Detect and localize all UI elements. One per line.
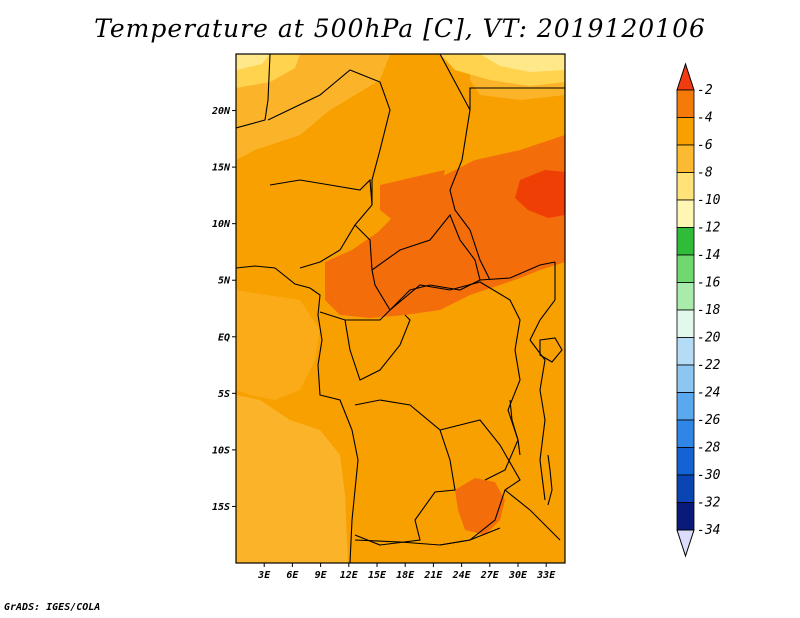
latitude-axis: 20N 15N 10N 5N EQ 5S 10S 15S: [211, 106, 236, 513]
lon-tick-label: 21E: [423, 570, 443, 581]
colorbar: -2 -4 -6 -8 -10 -12 -14 -16 -18 -20 -22 -24 -26 -28 -3…: [676, 62, 721, 558]
lon-tick-label: 33E: [536, 570, 556, 581]
colorbar-box: [676, 89, 695, 118]
colorbar-box: [676, 447, 695, 476]
colorbar-box: [676, 337, 695, 366]
map-frame: [235, 53, 566, 564]
colorbar-top-arrow: [676, 62, 695, 91]
border-cameroon: [319, 224, 391, 321]
border-north-africa: [236, 54, 271, 129]
border-mozambique: [504, 489, 561, 541]
border-niger-north: [267, 69, 391, 181]
field-contour-palest-ne: [480, 54, 565, 72]
border-zambia: [439, 419, 521, 546]
lon-tick-label: 3E: [257, 570, 271, 581]
lat-tick-label: 15S: [212, 502, 230, 513]
colorbar-bottom-arrow: [676, 529, 695, 558]
border-angola: [354, 399, 456, 546]
map-title: Temperature at 500hPa [C], VT: 201912010…: [94, 14, 706, 43]
colorbar-label: -6: [697, 138, 713, 153]
colorbar-box: [676, 227, 695, 256]
colorbar-box: [676, 199, 695, 228]
colorbar-box: [676, 364, 695, 393]
lon-tick-label: 30E: [508, 570, 528, 581]
lon-tick-label: 15E: [368, 570, 387, 581]
border-congo: [344, 314, 411, 381]
lon-tick-label: 12E: [340, 570, 359, 581]
footer-credit: GrADS: IGES/COLA: [4, 602, 101, 613]
border-namibia: [354, 527, 501, 546]
colorbar-box: [676, 502, 695, 531]
lat-tick-label: 5S: [218, 389, 230, 400]
lake-tanganyika: [509, 399, 521, 456]
temperature-field: [236, 54, 565, 563]
colorbar-label: -34: [697, 523, 720, 538]
country-borders: [236, 54, 565, 563]
colorbar-label: -14: [697, 248, 720, 263]
border-sudan-ssudan: [479, 261, 556, 281]
colorbar-label: -24: [697, 386, 720, 401]
field-contour-warm-core: [325, 135, 565, 318]
colorbar-label: -10: [697, 193, 721, 208]
colorbar-box: [676, 172, 695, 201]
colorbar-label: -26: [697, 413, 721, 428]
colorbar-label: -18: [697, 303, 721, 318]
coastline-gulf-of-guinea: [236, 265, 359, 563]
field-contour-lighter-sw2: [236, 290, 320, 400]
border-car: [371, 213, 481, 311]
colorbar-label: -16: [697, 276, 721, 291]
colorbar-label: -12: [697, 221, 721, 236]
colorbar-box: [676, 144, 695, 173]
colorbar-label: -2: [697, 83, 713, 98]
lon-tick-label: 6E: [286, 570, 299, 581]
colorbar-label: -30: [697, 468, 721, 483]
lat-tick-label: 10N: [212, 219, 231, 230]
colorbar-label: -20: [697, 331, 721, 346]
field-contour-pale-nw2: [236, 54, 270, 70]
lake-malawi: [547, 454, 553, 506]
border-nigeria: [269, 178, 373, 269]
colorbar-box: [676, 282, 695, 311]
lat-tick-label: 15N: [212, 163, 231, 174]
colorbar-label: -4: [697, 111, 713, 126]
lat-tick-label: EQ: [218, 332, 230, 343]
border-east-ssudan: [529, 262, 556, 341]
lon-tick-label: 27E: [480, 570, 500, 581]
lake-victoria: [539, 337, 563, 363]
lon-tick-label: 9E: [315, 570, 328, 581]
colorbar-box: [676, 474, 695, 503]
lat-tick-label: 5N: [218, 276, 231, 287]
colorbar-box: [676, 254, 695, 283]
border-drc-north: [389, 281, 521, 351]
border-chad-sudan: [449, 109, 491, 281]
colorbar-box: [676, 419, 695, 448]
lat-tick-label: 10S: [212, 445, 230, 456]
field-contour-lighter-southwest: [236, 395, 348, 563]
field-contour-warm-south: [455, 478, 505, 535]
colorbar-label: -28: [697, 441, 721, 456]
colorbar-box: [676, 392, 695, 421]
colorbar-label: -32: [697, 496, 721, 511]
colorbar-box: [676, 309, 695, 338]
lon-tick-label: 24E: [452, 570, 472, 581]
longitude-axis: 3E 6E 9E 12E 15E 18E 21E 24E 27E 30E 33E: [257, 563, 556, 581]
colorbar-label: -22: [697, 358, 721, 373]
field-contour-warm-north: [380, 170, 445, 222]
border-libya-chad: [439, 54, 565, 111]
lon-tick-label: 18E: [396, 570, 415, 581]
colorbar-label: -8: [697, 166, 713, 181]
field-contour-hot-east: [515, 170, 565, 218]
field-contour-lighter-west: [236, 54, 390, 160]
lat-tick-label: 20N: [211, 106, 231, 117]
colorbar-box: [676, 117, 695, 146]
